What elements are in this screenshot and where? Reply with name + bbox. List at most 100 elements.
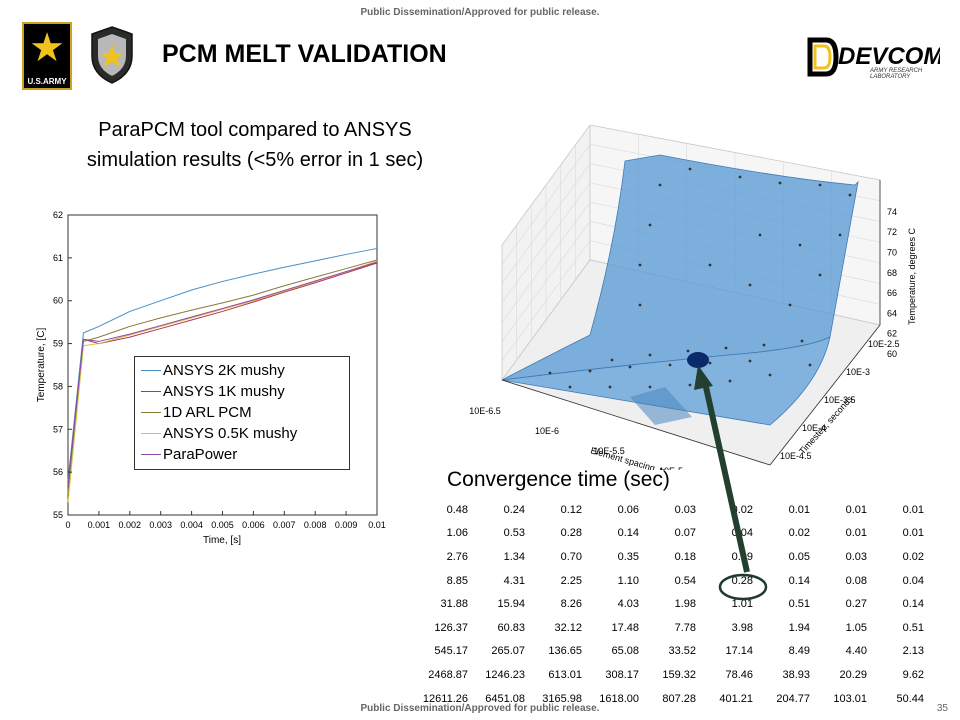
x-tick-label: 0.001 [88,520,111,530]
table-cell: 0.06 [617,503,639,516]
y-tick-label-3d: 10E-3 [846,367,870,377]
surface-grid-point [686,349,690,353]
x-tick-label: 0.004 [180,520,203,530]
table-cell: 1246.23 [485,668,525,681]
legend-item: ParaPower [135,444,345,465]
x-tick-label: 0.006 [242,520,265,530]
surface-grid-point [748,359,752,363]
x-tick-label-3d: 10E-6.5 [469,406,501,416]
surface-grid-point [762,343,766,347]
surface-grid-point [568,385,572,389]
table-cell: 545.17 [434,645,468,658]
table-cell: 613.01 [548,668,582,681]
table-row: 126.37 60.83 32.12 17.48 7.78 3.98 1.94 1.05 0.5… [411,616,924,640]
legend-swatch [141,391,161,392]
surface-grid-point [610,358,614,362]
table-row: 545.17 265.07 136.65 65.08 33.52 17.14 8.49 4.4… [411,640,924,664]
x-tick-label: 0.008 [304,520,327,530]
legend-label: ANSYS 2K mushy [163,362,285,379]
table-cell: 32.12 [554,621,582,634]
surface-grid-point [548,371,552,375]
surface-grid-point [728,379,732,383]
table-cell: 4.31 [503,574,525,587]
table-cell: 50.44 [896,692,924,705]
surface-grid-point [648,223,652,227]
table-cell: 807.28 [662,692,696,705]
table-cell: 8.85 [446,574,468,587]
surface-grid-point [668,363,672,367]
shield-logo [91,26,133,84]
table-cell: 17.14 [725,645,753,658]
table-cell: 15.94 [497,598,525,611]
surface-shadow [630,387,692,425]
surface-grid-point [724,346,728,350]
z-tick-label-3d: 70 [887,248,897,258]
table-cell: 204.77 [776,692,810,705]
convergence-title: Convergence time (sec) [447,468,670,491]
table-cell: 1.01 [731,598,753,611]
us-army-logo: ★ U.S.ARMY [22,22,72,90]
page-title: PCM MELT VALIDATION [162,40,447,68]
legend-item: 1D ARL PCM [135,402,345,423]
chart-legend: ANSYS 2K mushy ANSYS 1K mushy 1D ARL PCM AN… [134,356,350,470]
table-cell: 8.49 [788,645,810,658]
x-tick-label: 0.007 [273,520,296,530]
x-axis-label: Time, [s] [203,535,241,546]
table-row: 12611.26 6451.08 3165.98 1618.00 807.28 401.2… [411,687,924,711]
surface-grid-point [808,363,812,367]
x-tick-label: 0 [65,520,70,530]
y-axis-label: Temperature, [C] [36,328,47,403]
table-cell: 0.27 [845,598,867,611]
table-cell: 1.34 [503,550,525,563]
table-cell: 0.04 [902,574,924,587]
table-row: 8.85 4.31 2.25 1.10 0.54 0.28 0.14 0.08 0.04 [411,569,924,593]
table-cell: 0.28 [731,574,753,587]
table-row: 2.76 1.34 0.70 0.35 0.18 0.09 0.05 0.03 0.02 [411,545,924,569]
table-cell: 1.98 [674,598,696,611]
x-tick-label: 0.01 [368,520,386,530]
legend-item: ANSYS 0.5K mushy [135,423,345,444]
legend-item: ANSYS 2K mushy [135,360,345,381]
table-cell: 0.14 [788,574,810,587]
surface-grid-point [738,175,742,179]
y-tick-label-3d: 10E-2.5 [868,339,900,349]
bottom-release-banner: Public Dissemination/Approved for public… [360,703,600,714]
x-tick-label: 0.003 [149,520,172,530]
z-tick-label-3d: 68 [887,268,897,278]
army-logo-text: U.S.ARMY [27,77,67,86]
z-tick-label-3d: 62 [887,329,897,339]
selected-point-marker [687,352,709,368]
legend-swatch [141,454,161,455]
x-tick-label-3d: 10E-5 [659,466,683,470]
table-cell: 2.13 [902,645,924,658]
table-cell: 8.26 [560,598,582,611]
z-tick-label-3d: 74 [887,207,897,217]
surface-grid-point [800,339,804,343]
army-star-icon: ★ [29,26,65,70]
legend-label: 1D ARL PCM [163,404,252,421]
y-tick-label: 55 [53,510,63,520]
table-cell: 0.18 [674,550,696,563]
table-cell: 6451.08 [485,692,525,705]
y-tick-label-3d: 10E-4 [802,423,826,433]
surface-grid-point [708,263,712,267]
table-cell: 0.08 [845,574,867,587]
table-cell: 126.37 [434,621,468,634]
x-tick-label: 0.002 [119,520,142,530]
table-cell: 60.83 [497,621,525,634]
table-cell: 3165.98 [542,692,582,705]
table-cell: 0.07 [674,527,696,540]
table-cell: 401.21 [719,692,753,705]
top-release-banner: Public Dissemination/Approved for public… [360,7,600,18]
y-tick-label-3d: 10E-4.5 [780,451,812,461]
table-cell: 0.53 [503,527,525,540]
table-cell: 2468.87 [428,668,468,681]
table-cell: 0.01 [845,503,867,516]
surface-grid-point [628,365,632,369]
table-cell: 0.51 [788,598,810,611]
table-cell: 103.01 [833,692,867,705]
series-line-1 [67,262,378,490]
surface-grid-point [638,303,642,307]
y-tick-label: 58 [53,381,63,391]
table-row: 0.48 0.24 0.12 0.06 0.03 0.02 0.01 0.01 0.01 [411,498,924,522]
